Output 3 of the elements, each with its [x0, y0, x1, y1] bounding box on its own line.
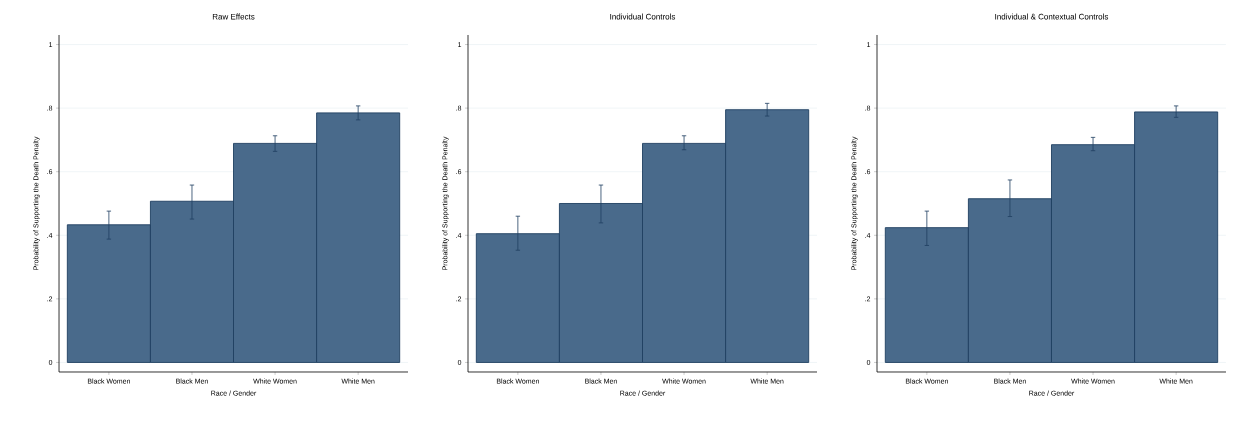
chart-title: Individual Controls	[610, 13, 676, 20]
chart-title: Raw Effects	[212, 13, 255, 20]
chart-title: Individual & Contextual Controls	[995, 13, 1109, 20]
